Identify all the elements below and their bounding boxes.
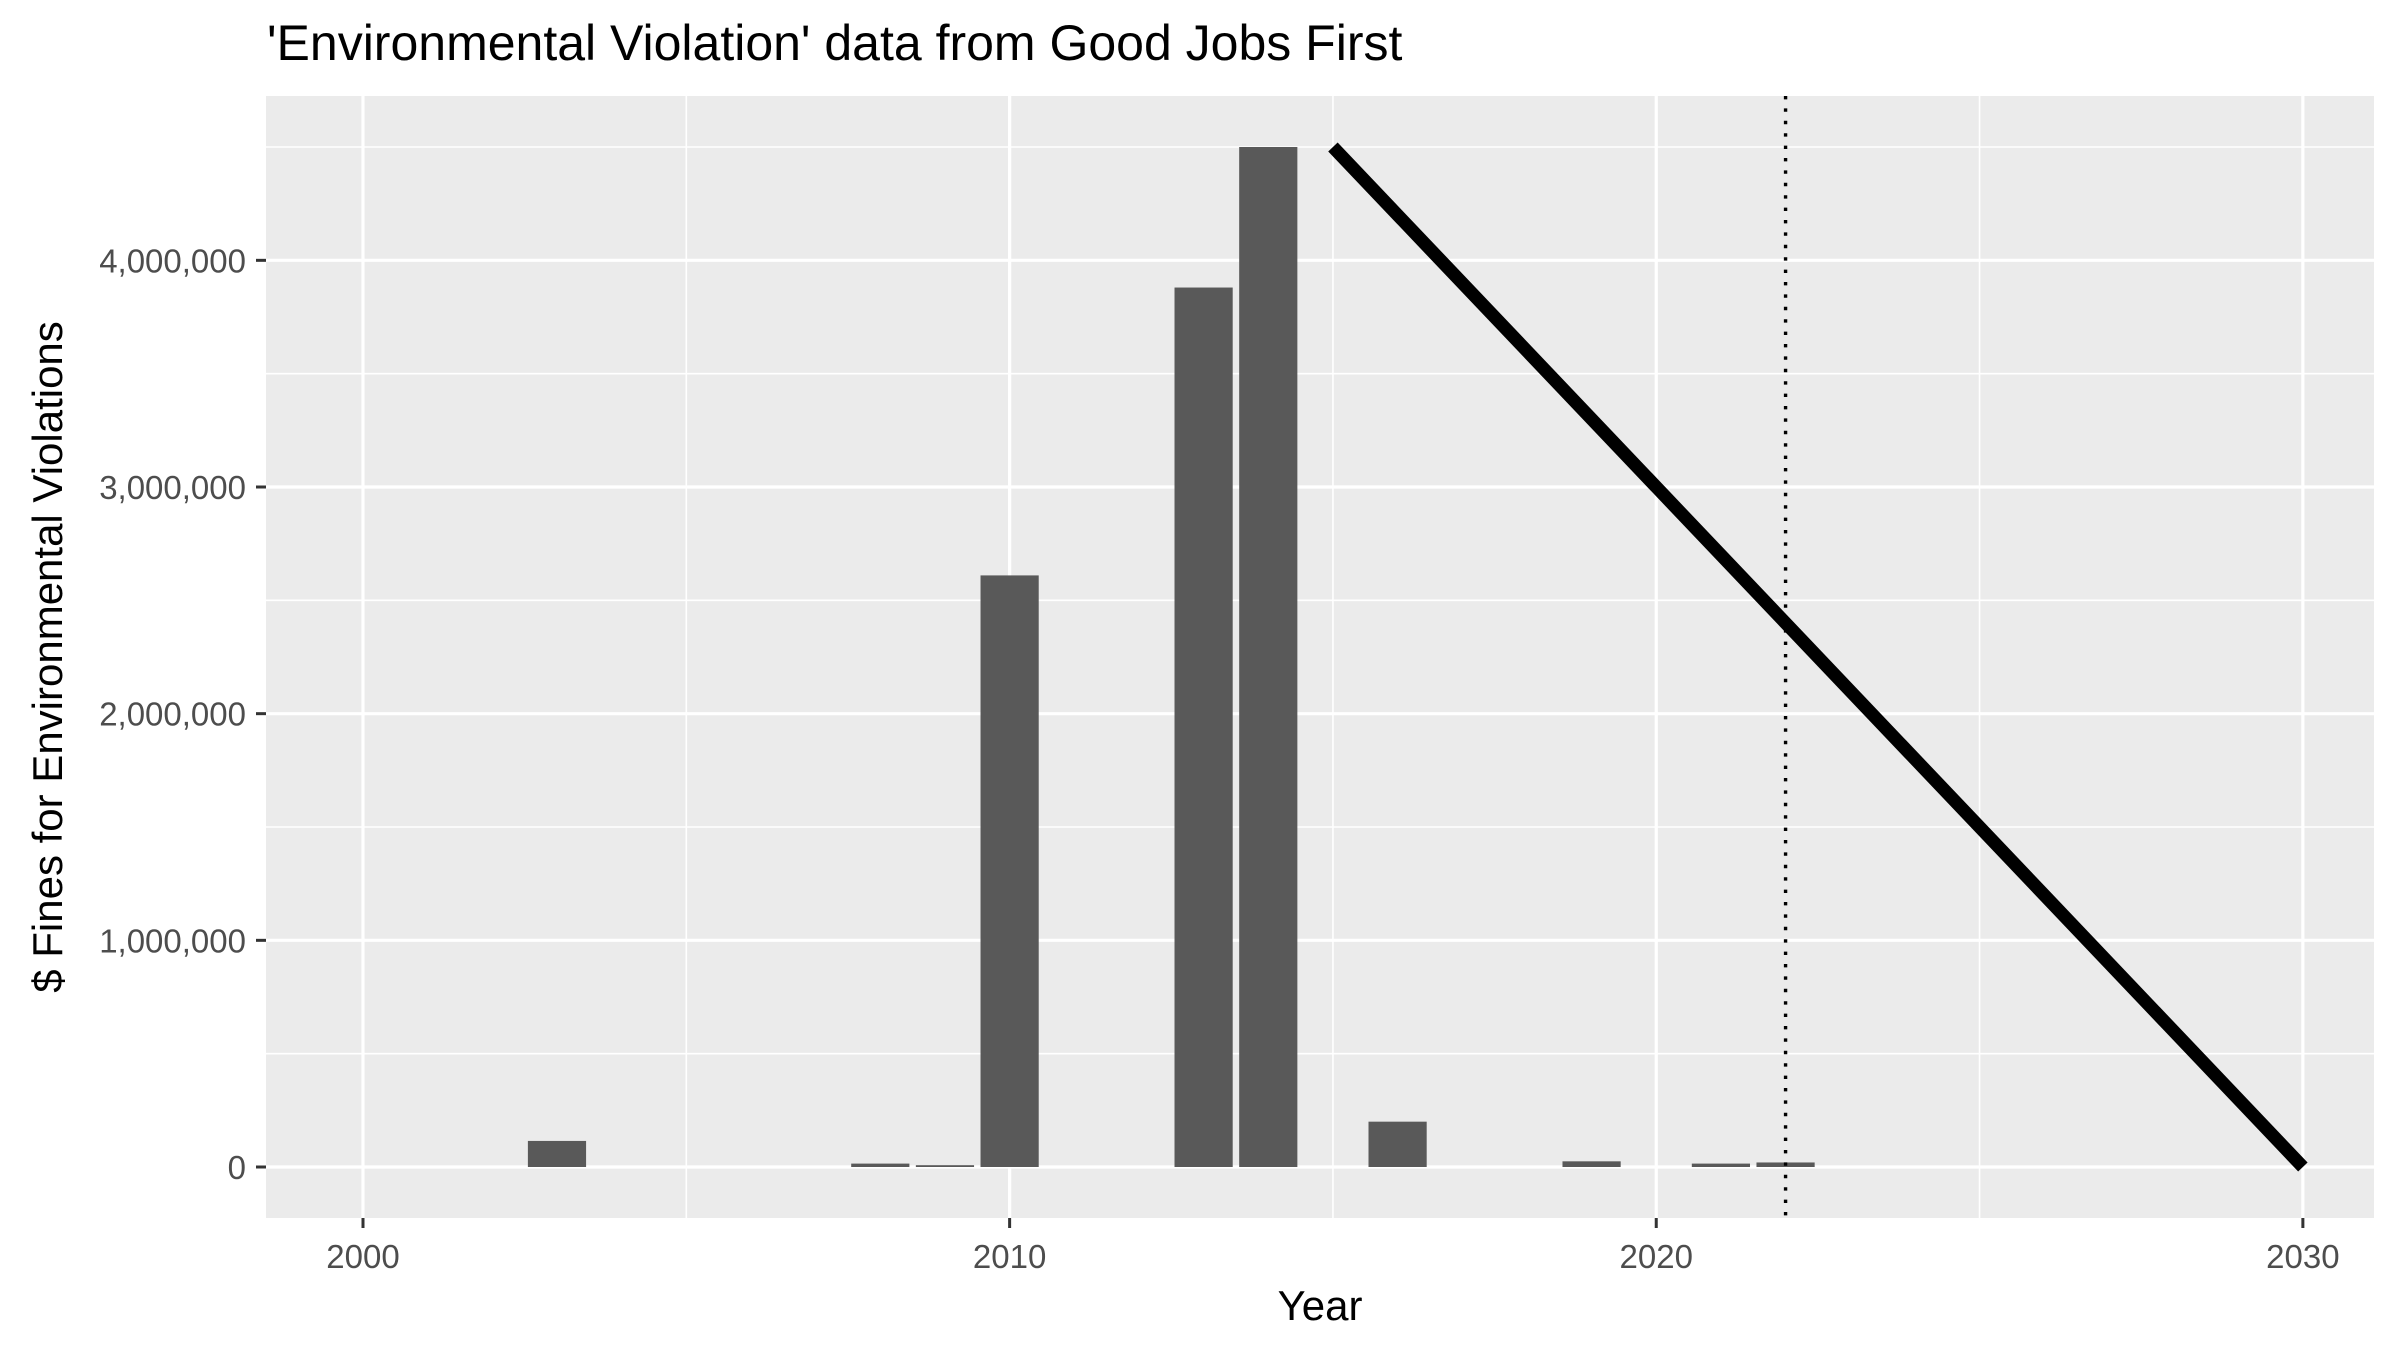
y-tick-label: 2,000,000 [99,696,246,733]
bar [1562,1161,1621,1167]
x-axis-title: Year [1278,1282,1363,1329]
bar [1368,1121,1427,1167]
bars [527,147,1815,1167]
y-tick-label: 4,000,000 [99,242,246,279]
grid-minor-y [266,146,2374,1055]
x-tick-label: 2020 [1620,1238,1693,1275]
y-tick-label: 0 [228,1149,246,1186]
bar [980,575,1039,1167]
bar [1174,287,1233,1167]
x-tick-label: 2030 [2266,1238,2339,1275]
trend-line [1328,142,2308,1172]
grid-minor-x [685,96,1981,1218]
chart-title: 'Environmental Violation' data from Good… [267,15,1402,71]
bar [1691,1163,1751,1167]
bar [851,1163,910,1167]
trend-line-group [1328,142,2308,1172]
x-tick-label: 2000 [326,1238,399,1275]
y-tick-label: 1,000,000 [99,922,246,959]
y-tick-label: 3,000,000 [99,469,246,506]
grid-major-y [266,258,2374,1169]
bar [915,1165,975,1167]
plot-panel [266,96,2374,1218]
x-tick-label: 2010 [973,1238,1046,1275]
x-axis: 2000 2010 2020 2030 [326,1218,2340,1275]
y-axis: 0 1,000,000 2,000,000 3,000,000 4,000,000 [99,242,266,1186]
bar [1239,147,1298,1167]
y-axis-title: $ Fines for Environmental Violations [24,321,71,993]
bar [527,1140,587,1167]
